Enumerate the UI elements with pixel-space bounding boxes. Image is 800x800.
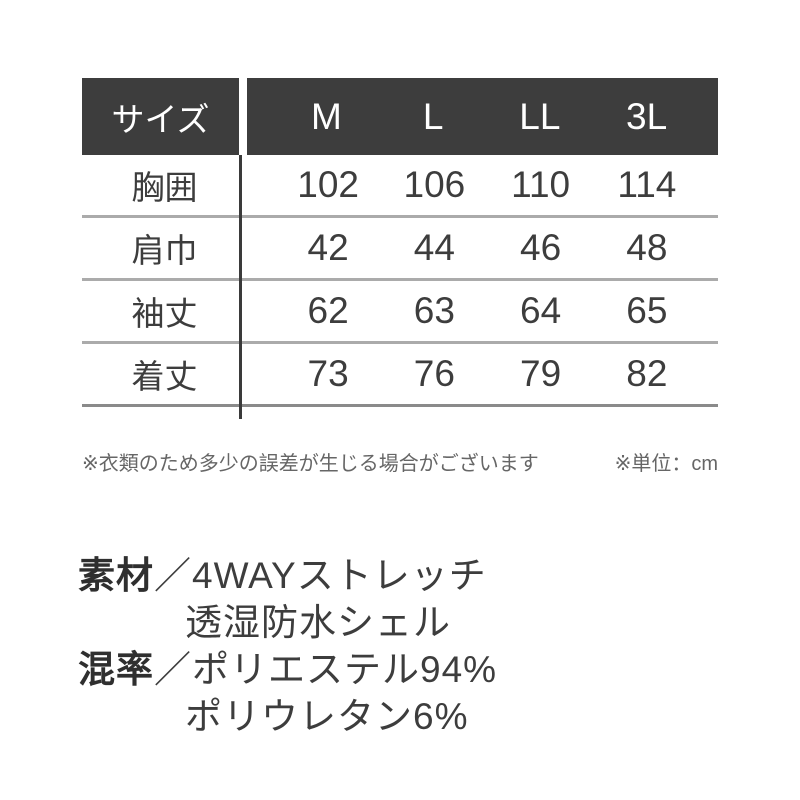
value-cell: 82 [626,353,668,394]
size-header-columns: M L LL 3L [247,78,718,155]
size-column-header-l: L [422,95,444,137]
table-row-sleeve: 袖丈 62 63 64 65 [82,281,718,344]
value-cell: 48 [626,227,668,268]
size-table-body: 胸囲 102 106 110 114 肩巾 42 44 46 48 袖丈 [82,155,718,419]
value-cell: 63 [413,290,455,331]
table-footnotes: ※衣類のため多少の誤差が生じる場合がございます ※単位：cm [82,450,718,478]
size-table: サイズ M L LL 3L 胸囲 102 106 110 114 [82,78,718,419]
blend-text: ポリエステル94% [192,649,498,690]
blend-label: 混率 [78,649,154,690]
materials-block: 素材／4WAYストレッチ 透湿防水シェル 混率／ポリエステル94% ポリウレタン… [78,552,497,740]
row-values: 42 44 46 48 [247,218,718,278]
value-cell: 110 [511,164,571,205]
value-cell: 73 [307,353,349,394]
size-column-header-ll: LL [519,95,561,137]
value-cell: 114 [617,164,677,205]
value-cell: 62 [307,290,349,331]
material-line-2: 透湿防水シェル [78,599,497,646]
value-cell: 44 [413,227,455,268]
row-label: 胸囲 [131,169,198,206]
note-tolerance: ※衣類のため多少の誤差が生じる場合がございます [82,453,539,475]
material-line-1: 素材／4WAYストレッチ [78,552,497,599]
note-unit: ※単位：cm [614,453,718,475]
value-cell: 102 [297,164,359,205]
value-cell: 46 [520,227,562,268]
value-cell: 79 [520,353,562,394]
table-row-chest: 胸囲 102 106 110 114 [82,155,718,218]
size-header-title-cell: サイズ [82,78,239,155]
size-column-header-m: M [310,95,342,137]
value-cell: 76 [413,353,455,394]
blend-slash: ／ [154,649,192,690]
header-gap [239,78,247,155]
blend-text: ポリウレタン6% [185,696,469,737]
material-label: 素材 [78,555,154,596]
table-row-length: 着丈 73 76 79 82 [82,344,718,407]
size-column-header-3l: 3L [626,95,668,137]
blend-line-2: ポリウレタン6% [78,693,497,740]
row-label: 肩巾 [131,232,198,269]
table-row-shoulder: 肩巾 42 44 46 48 [82,218,718,281]
material-slash: ／ [154,555,192,596]
value-cell: 65 [626,290,668,331]
row-label: 袖丈 [131,295,198,332]
value-cell: 106 [403,164,466,205]
row-values: 62 63 64 65 [247,281,718,341]
row-values: 102 106 110 114 [247,155,718,215]
blend-line-1: 混率／ポリエステル94% [78,646,497,693]
size-table-header: サイズ M L LL 3L [82,78,718,155]
value-cell: 42 [307,227,349,268]
value-cell: 64 [520,290,562,331]
material-text: 4WAYストレッチ [192,555,487,596]
material-text: 透湿防水シェル [185,602,451,643]
row-label: 着丈 [131,358,198,395]
row-values: 73 76 79 82 [247,344,718,404]
column-divider-line [239,155,242,419]
